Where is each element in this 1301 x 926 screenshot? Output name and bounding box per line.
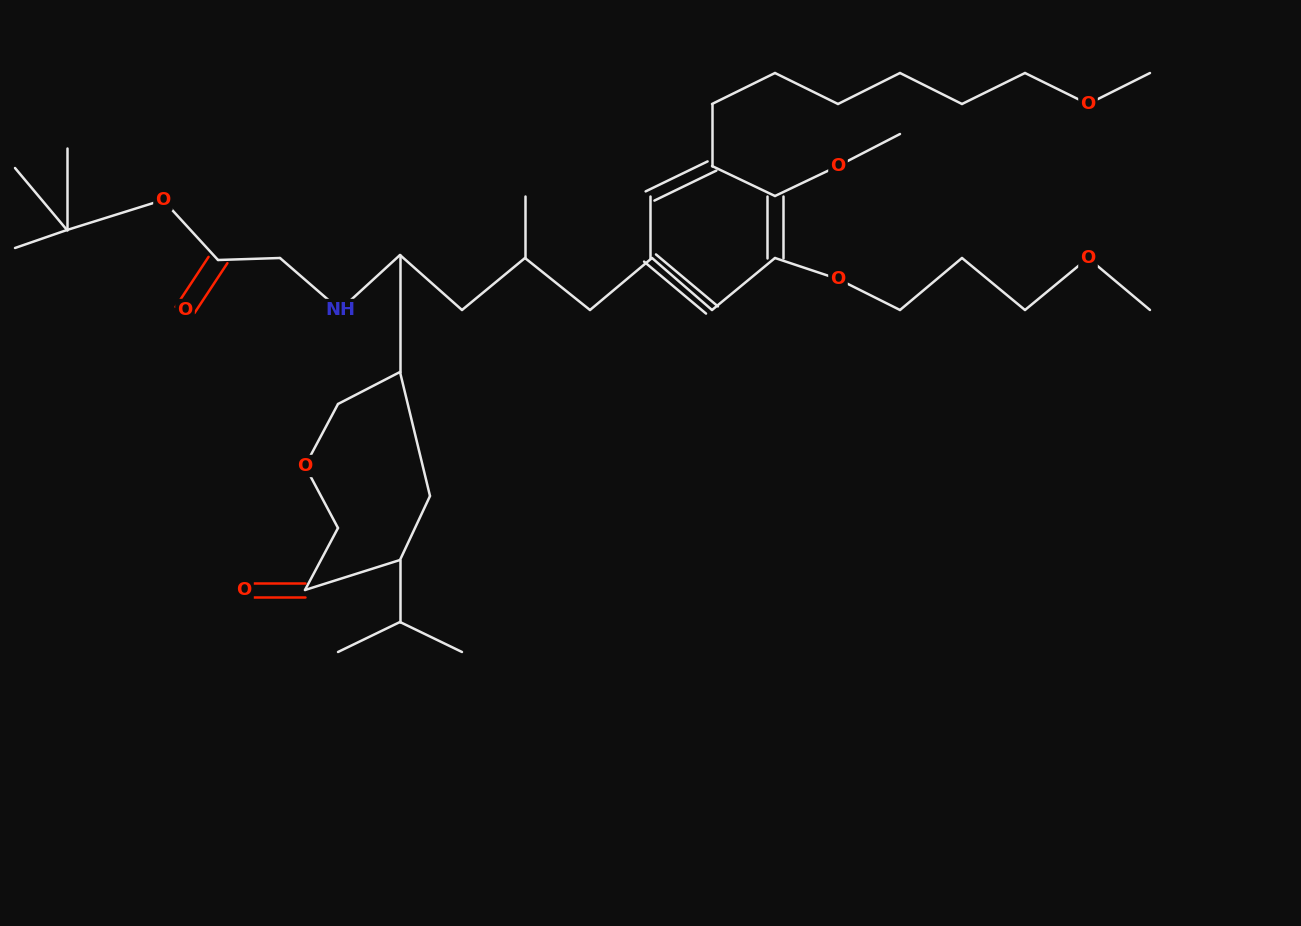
Text: O: O	[1080, 249, 1095, 267]
Text: O: O	[1080, 95, 1095, 113]
Text: NH: NH	[325, 301, 355, 319]
Text: O: O	[237, 581, 251, 599]
Text: O: O	[155, 191, 170, 209]
Text: O: O	[298, 457, 312, 475]
Text: O: O	[177, 301, 193, 319]
Text: O: O	[830, 157, 846, 175]
Text: O: O	[830, 270, 846, 288]
